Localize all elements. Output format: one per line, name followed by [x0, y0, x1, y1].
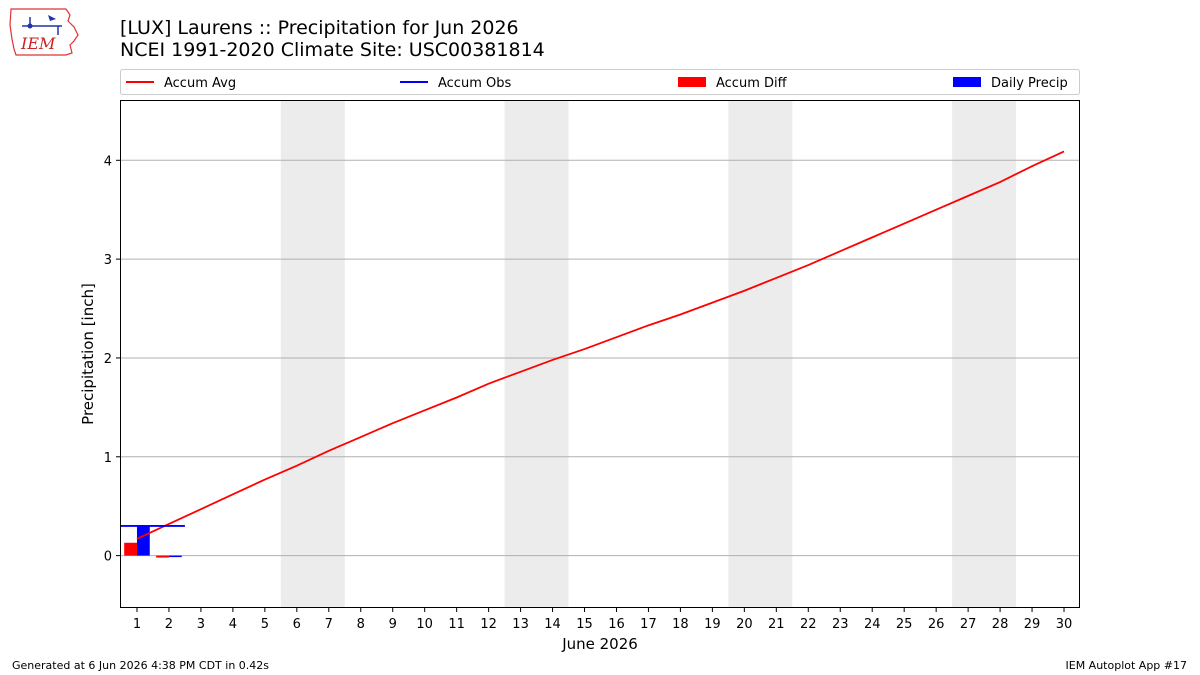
weekend-band: [728, 101, 793, 607]
x-tick-label: 23: [832, 617, 849, 632]
weekend-bands: [280, 101, 1017, 607]
x-tick-label: 13: [512, 617, 529, 632]
x-tick-label: 4: [229, 617, 237, 632]
x-tick-label: 18: [672, 617, 689, 632]
legend-label: Accum Avg: [164, 76, 236, 91]
x-tick-label: 25: [896, 617, 913, 632]
y-axis-label: Precipitation [inch]: [79, 283, 97, 425]
legend-box: [120, 69, 1080, 95]
weekend-band: [952, 101, 1017, 607]
x-tick-label: 24: [864, 617, 881, 632]
legend: Accum Avg Accum Obs Accum Diff Daily Precip: [120, 69, 1080, 95]
gridlines: [121, 159, 1080, 557]
x-tick-label: 15: [576, 617, 593, 632]
legend-patch-swatch: [953, 77, 981, 87]
accum-diff-bar: [156, 555, 169, 558]
daily-precip-bar: [168, 555, 182, 558]
x-axis: 1 2 3 4 5 6 7 8 9 10 11 12 13 14 15 16 17 18 19 20 21 22 23 24 2…: [133, 607, 1072, 632]
weekend-band: [280, 101, 345, 607]
x-tick-label: 26: [928, 617, 945, 632]
chart-subtitle: NCEI 1991-2020 Climate Site: USC00381814: [120, 39, 545, 61]
x-tick-label: 2: [165, 617, 173, 632]
x-tick-label: 29: [1024, 617, 1041, 632]
legend-patch-swatch: [678, 77, 706, 87]
x-tick-label: 16: [608, 617, 625, 632]
accum-diff-bar: [124, 542, 137, 556]
y-tick-label: 2: [104, 352, 112, 367]
x-tick-label: 14: [544, 617, 561, 632]
x-tick-label: 27: [960, 617, 977, 632]
x-tick-label: 6: [293, 617, 301, 632]
x-tick-label: 7: [325, 617, 333, 632]
daily-precip-bar: [136, 525, 150, 556]
logo-text: IEM: [20, 34, 56, 53]
iowa-outline-icon: [9, 8, 79, 56]
plot-frame: [120, 100, 1080, 608]
y-tick-label: 1: [104, 451, 112, 466]
x-tick-label: 11: [448, 617, 465, 632]
weekend-band: [504, 101, 569, 607]
legend-label: Daily Precip: [991, 76, 1068, 91]
x-tick-label: 3: [197, 617, 205, 632]
generated-timestamp: Generated at 6 Jun 2026 4:38 PM CDT in 0…: [12, 659, 270, 672]
x-tick-label: 21: [768, 617, 785, 632]
x-tick-label: 10: [416, 617, 433, 632]
app-credit: IEM Autoplot App #17: [1065, 659, 1188, 672]
x-tick-label: 8: [357, 617, 365, 632]
legend-label: Accum Obs: [438, 76, 511, 91]
y-tick-label: 4: [104, 154, 112, 169]
y-tick-label: 0: [104, 550, 112, 565]
x-tick-label: 12: [480, 617, 497, 632]
line-marks: [121, 150, 1065, 540]
x-tick-label: 20: [736, 617, 753, 632]
legend-label: Accum Diff: [716, 76, 788, 91]
x-axis-label: June 2026: [561, 635, 638, 653]
x-tick-label: 19: [704, 617, 721, 632]
x-tick-label: 28: [992, 617, 1009, 632]
y-axis: 0 1 2 3 4: [104, 154, 121, 565]
x-tick-label: 30: [1056, 617, 1073, 632]
x-tick-label: 17: [640, 617, 657, 632]
x-tick-label: 9: [389, 617, 397, 632]
accum-avg-line: [136, 150, 1065, 540]
x-tick-label: 5: [261, 617, 269, 632]
x-tick-label: 22: [800, 617, 817, 632]
x-tick-label: 1: [133, 617, 141, 632]
y-tick-label: 3: [104, 253, 112, 268]
iem-logo: IEM: [9, 8, 79, 56]
chart-title: [LUX] Laurens :: Precipitation for Jun 2…: [120, 17, 519, 39]
